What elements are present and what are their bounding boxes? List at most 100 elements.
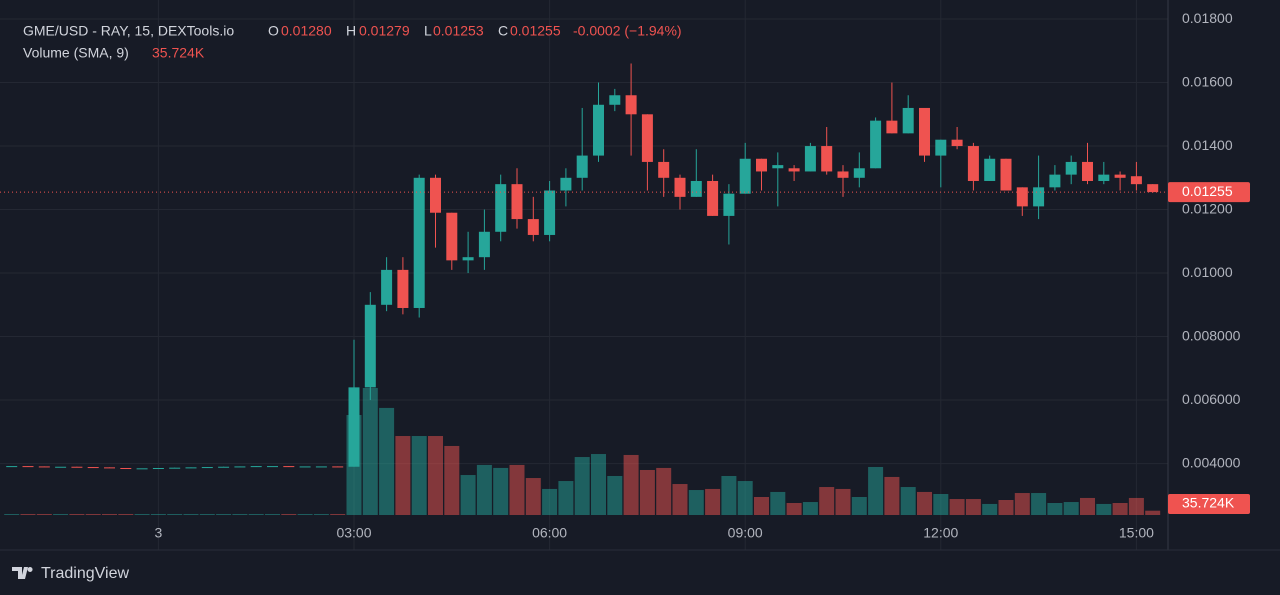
y-tick-label: 0.008000 — [1182, 327, 1241, 343]
volume-bar — [118, 514, 134, 515]
candle-body — [218, 466, 230, 468]
volume-bar — [542, 488, 558, 515]
candle-body — [1098, 174, 1110, 181]
candle-body — [299, 466, 311, 468]
x-tick-label: 12:00 — [923, 525, 958, 541]
volume-bar — [688, 490, 704, 515]
candle-body — [478, 231, 490, 258]
candle-body — [462, 257, 474, 261]
ohlc-value: 0.01280 — [281, 23, 332, 39]
volume-bar — [525, 478, 541, 515]
axes: 0.01800 0.01600 0.01400 0.01200 0.01000 0.008… — [0, 10, 1280, 551]
volume-bar — [265, 514, 280, 515]
candle-body — [772, 165, 784, 169]
volume-bar — [558, 481, 574, 515]
candle-body — [22, 466, 34, 468]
candle-body — [185, 467, 197, 469]
candle-body — [315, 466, 327, 468]
ohlc-value: 0.01279 — [359, 23, 410, 39]
volume-bar — [1080, 497, 1095, 515]
volume-bar — [835, 488, 851, 515]
candle-body — [1114, 174, 1126, 178]
candle-body — [332, 466, 344, 468]
volume-bar — [167, 514, 183, 515]
y-tick-label: 0.004000 — [1182, 454, 1241, 470]
volume-bar — [721, 475, 737, 515]
ohlc-key: L — [424, 23, 432, 39]
y-tick-label: 0.01400 — [1182, 137, 1233, 153]
volume-bar — [917, 491, 932, 515]
volume-value-box — [1168, 494, 1250, 514]
current-price-box — [1168, 182, 1250, 203]
volume-bar — [134, 514, 150, 515]
volume-bar — [1112, 502, 1128, 515]
brand: TradingView — [12, 565, 129, 582]
candle-body — [527, 219, 539, 235]
volume-bar — [639, 469, 655, 515]
volume-bar — [4, 514, 20, 515]
change: -0.0002 (−1.94%) — [573, 23, 682, 39]
candle-body — [707, 180, 719, 216]
x-tick-label: 09:00 — [728, 525, 763, 541]
ohlc-value: 0.01255 — [510, 23, 561, 39]
volume-bar — [933, 493, 949, 515]
volume-title: Volume (SMA, 9) — [23, 45, 129, 61]
ohlc-value: 0.01253 — [433, 23, 484, 39]
volume-bar — [248, 514, 264, 515]
candle-body — [348, 387, 360, 467]
volume-bar — [1145, 510, 1161, 515]
volume-bar — [737, 481, 753, 515]
candle-body — [169, 467, 181, 469]
volume-bar — [199, 514, 215, 515]
volume-bar — [362, 387, 378, 515]
candle-body — [446, 212, 458, 261]
volume-bar — [36, 514, 52, 515]
candle-body — [935, 139, 947, 156]
volume-bar — [509, 464, 525, 515]
candle-body — [919, 107, 930, 156]
candle-body — [1082, 161, 1093, 181]
volume-bar — [102, 514, 117, 515]
volume-bar — [444, 445, 460, 515]
volume-bar — [493, 467, 509, 515]
ohlc-key: C — [498, 23, 508, 39]
volume-bar — [460, 475, 476, 515]
volume-bar — [851, 496, 867, 515]
ohlc-key: H — [346, 23, 356, 39]
volume-value: 35.724K — [152, 45, 205, 61]
candle-body — [6, 466, 18, 468]
x-tick-label: 15:00 — [1119, 525, 1154, 541]
header: GME/USD - RAY, 15, DEXTools.io O 0.01280 H… — [23, 23, 682, 61]
candle-body — [152, 468, 164, 470]
candle-body — [495, 184, 507, 232]
volume-bar — [574, 457, 590, 515]
brand-name: TradingView — [41, 565, 129, 582]
candle-body — [984, 158, 996, 181]
candle-body — [1033, 187, 1045, 207]
volume-bar — [754, 496, 769, 515]
candle-body — [1065, 161, 1077, 175]
candles — [6, 63, 1159, 470]
volume-bar — [802, 502, 818, 515]
volume-bar — [281, 514, 297, 515]
candle-body — [1049, 174, 1061, 188]
volume-bar — [330, 514, 346, 515]
volume-bar — [183, 514, 199, 515]
volume-bar — [1031, 493, 1047, 515]
candle-body — [104, 467, 115, 469]
candle-body — [544, 190, 556, 235]
candle-body — [870, 120, 882, 169]
volume-bar — [1014, 493, 1030, 515]
y-tick-label: 0.01600 — [1182, 73, 1233, 89]
volume-bar — [20, 514, 36, 515]
volume-bar — [1128, 497, 1144, 515]
volume-bar — [297, 514, 313, 515]
candle-body — [967, 146, 979, 181]
candle-body — [55, 466, 67, 468]
candle-body — [381, 269, 393, 305]
symbol: GME/USD - RAY, 15, DEXTools.io — [23, 23, 234, 39]
candle-body — [674, 177, 686, 197]
candle-body — [413, 177, 425, 308]
candle-body — [560, 177, 572, 191]
